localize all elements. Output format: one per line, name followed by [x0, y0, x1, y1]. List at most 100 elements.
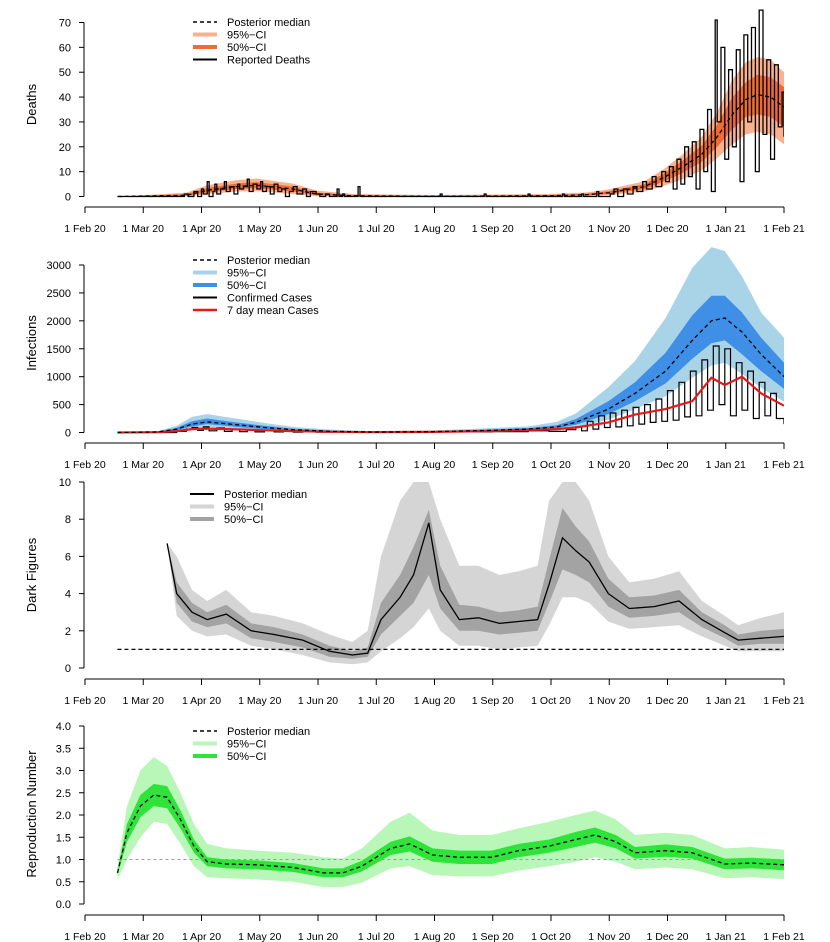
dark_figures-x-tick-label: 1 Dec 20	[646, 695, 688, 707]
infections-panel: 0 500 1000 1500 2000 2500 3000 Infections 1 Feb …	[24, 247, 805, 471]
deaths-legend-label: 95%−CI	[227, 30, 266, 42]
infections-x-tick-label: 1 Dec 20	[646, 459, 688, 471]
infections-x-tick-label: 1 May 20	[238, 459, 281, 471]
reproduction-y-axis-label: Reproduction Number	[24, 750, 39, 878]
dark_figures-y-tick-label: 6	[65, 551, 71, 563]
dark_figures-y-tick-label: 4	[65, 589, 71, 601]
infections-x-tick-label: 1 Nov 20	[588, 459, 630, 471]
dark_figures-x-tick-label: 1 Jun 20	[298, 695, 338, 707]
deaths-x-tick-label: 1 Feb 21	[763, 223, 805, 235]
deaths-x-tick-label: 1 Jan 21	[706, 223, 746, 235]
reproduction-x-tick-label: 1 Feb 21	[763, 931, 805, 942]
infections-legend-label: Confirmed Cases	[227, 293, 312, 305]
dark_figures-ci50-band	[167, 508, 784, 659]
infections-x-tick-label: 1 Oct 20	[531, 459, 571, 471]
reproduction-y-tick-label: 2.5	[56, 788, 71, 800]
dark_figures-x-axis: 1 Feb 20 1 Mar 20 1 Apr 20 1 May 20 1 Jun 20…	[64, 678, 805, 707]
deaths-x-tick-label: 1 Jun 20	[298, 223, 338, 235]
reproduction-median-line	[116, 794, 784, 874]
reproduction-panel: 0.0 0.5 1.0 1.5 2.0 2.5 3.0 3.5 4.0 Reproduction …	[24, 721, 805, 942]
deaths-x-tick-label: 1 Mar 20	[123, 223, 165, 235]
deaths-y-axis: 0 10 20 30 40 50 60 70 Deaths	[24, 18, 85, 204]
infections-x-tick-label: 1 Feb 21	[763, 459, 805, 471]
dark_figures-x-tick-label: 1 Sep 20	[472, 695, 514, 707]
infections-ci50-band	[117, 295, 784, 433]
deaths-panel: 0 10 20 30 40 50 60 70 Deaths 1 Feb 20 1 Mar 20 1 A…	[24, 9, 805, 235]
deaths-y-tick-label: 70	[59, 18, 71, 30]
deaths-x-tick-label: 1 Jul 20	[358, 223, 395, 235]
reproduction-y-tick-label: 0.0	[56, 899, 71, 911]
infections-y-axis: 0 500 1000 1500 2000 2500 3000 Infections	[24, 260, 85, 440]
deaths-legend-label: Posterior median	[227, 17, 310, 29]
deaths-y-tick-label: 60	[59, 42, 71, 54]
reproduction-legend-label: 50%−CI	[227, 751, 266, 763]
deaths-x-tick-label: 1 Feb 20	[64, 223, 106, 235]
dark_figures-y-tick-label: 2	[65, 626, 71, 638]
deaths-ci95-band	[117, 57, 784, 197]
dark_figures-legend-label: 95%−CI	[224, 502, 263, 514]
infections-legend-label: 50%−CI	[227, 280, 266, 292]
reproduction-y-tick-label: 2.0	[56, 810, 71, 822]
reproduction-ci95-band	[117, 757, 784, 888]
deaths-y-tick-label: 10	[59, 167, 71, 179]
deaths-median-line	[117, 93, 784, 198]
deaths-y-tick-label: 30	[59, 117, 71, 129]
deaths-y-tick-label: 0	[65, 192, 71, 204]
dark_figures-x-tick-label: 1 Jul 20	[358, 695, 395, 707]
deaths-y-tick-label: 50	[59, 67, 71, 79]
dark_figures-x-tick-label: 1 Feb 21	[763, 695, 805, 707]
dark_figures-x-tick-label: 1 Apr 20	[182, 695, 221, 707]
reproduction-x-tick-label: 1 Feb 20	[64, 931, 106, 942]
dark_figures-legend-label: Posterior median	[224, 489, 307, 501]
deaths-x-tick-label: 1 Apr 20	[182, 223, 221, 235]
deaths-legend-label: 50%−CI	[227, 42, 266, 54]
infections-x-tick-label: 1 Aug 20	[414, 459, 456, 471]
infections-y-tick-label: 2500	[47, 288, 71, 300]
deaths-x-axis: 1 Feb 20 1 Mar 20 1 Apr 20 1 May 20 1 Jun 20…	[64, 206, 805, 235]
reproduction-x-tick-label: 1 Jan 21	[706, 931, 746, 942]
infections-x-tick-label: 1 Jul 20	[358, 459, 395, 471]
deaths-reported-step-line	[117, 9, 784, 198]
deaths-plot-area	[117, 9, 784, 198]
infections-y-tick-label: 2000	[47, 316, 71, 328]
reproduction-x-tick-label: 1 Mar 20	[123, 931, 165, 942]
deaths-x-tick-label: 1 Aug 20	[414, 223, 456, 235]
reproduction-x-tick-label: 1 Jul 20	[358, 931, 395, 942]
infections-7day-mean-line	[117, 375, 784, 434]
deaths-y-axis-label: Deaths	[24, 83, 39, 125]
reproduction-y-tick-label: 1.5	[56, 832, 71, 844]
infections-median-line	[117, 317, 784, 434]
reproduction-y-tick-label: 4.0	[56, 721, 71, 733]
infections-ci95-band	[117, 247, 784, 433]
infections-x-axis: 1 Feb 20 1 Mar 20 1 Apr 20 1 May 20 1 Jun 20…	[64, 442, 805, 471]
dark_figures-y-axis-label: Dark Figures	[24, 537, 39, 612]
deaths-x-tick-label: 1 Oct 20	[531, 223, 571, 235]
reproduction-y-tick-label: 1.0	[56, 855, 71, 867]
reproduction-y-tick-label: 3.5	[56, 743, 71, 755]
infections-y-tick-label: 1500	[47, 344, 71, 356]
reproduction-x-tick-label: 1 May 20	[238, 931, 281, 942]
dark_figures-x-tick-label: 1 Mar 20	[123, 695, 165, 707]
deaths-y-tick-label: 20	[59, 142, 71, 154]
infections-legend-label: 95%−CI	[227, 268, 266, 280]
infections-x-tick-label: 1 Sep 20	[472, 459, 514, 471]
dark_figures-x-tick-label: 1 Nov 20	[588, 695, 630, 707]
deaths-x-tick-label: 1 May 20	[238, 223, 281, 235]
infections-confirmed-step-line	[117, 345, 784, 434]
deaths-x-tick-label: 1 Dec 20	[646, 223, 688, 235]
infections-y-tick-label: 1000	[47, 372, 71, 384]
infections-x-tick-label: 1 Jun 20	[298, 459, 338, 471]
reproduction-x-tick-label: 1 Jun 20	[298, 931, 338, 942]
dark_figures-x-tick-label: 1 Jan 21	[706, 695, 746, 707]
dark_figures-x-tick-label: 1 Oct 20	[531, 695, 571, 707]
deaths-legend-label: Reported Deaths	[227, 55, 311, 67]
infections-y-tick-label: 0	[65, 428, 71, 440]
infections-x-tick-label: 1 Feb 20	[64, 459, 106, 471]
infections-plot-area	[117, 247, 784, 434]
reproduction-plot-area	[116, 757, 784, 888]
reproduction-x-tick-label: 1 Sep 20	[472, 931, 514, 942]
reproduction-x-axis: 1 Feb 20 1 Mar 20 1 Apr 20 1 May 20 1 Jun 20…	[64, 914, 805, 942]
